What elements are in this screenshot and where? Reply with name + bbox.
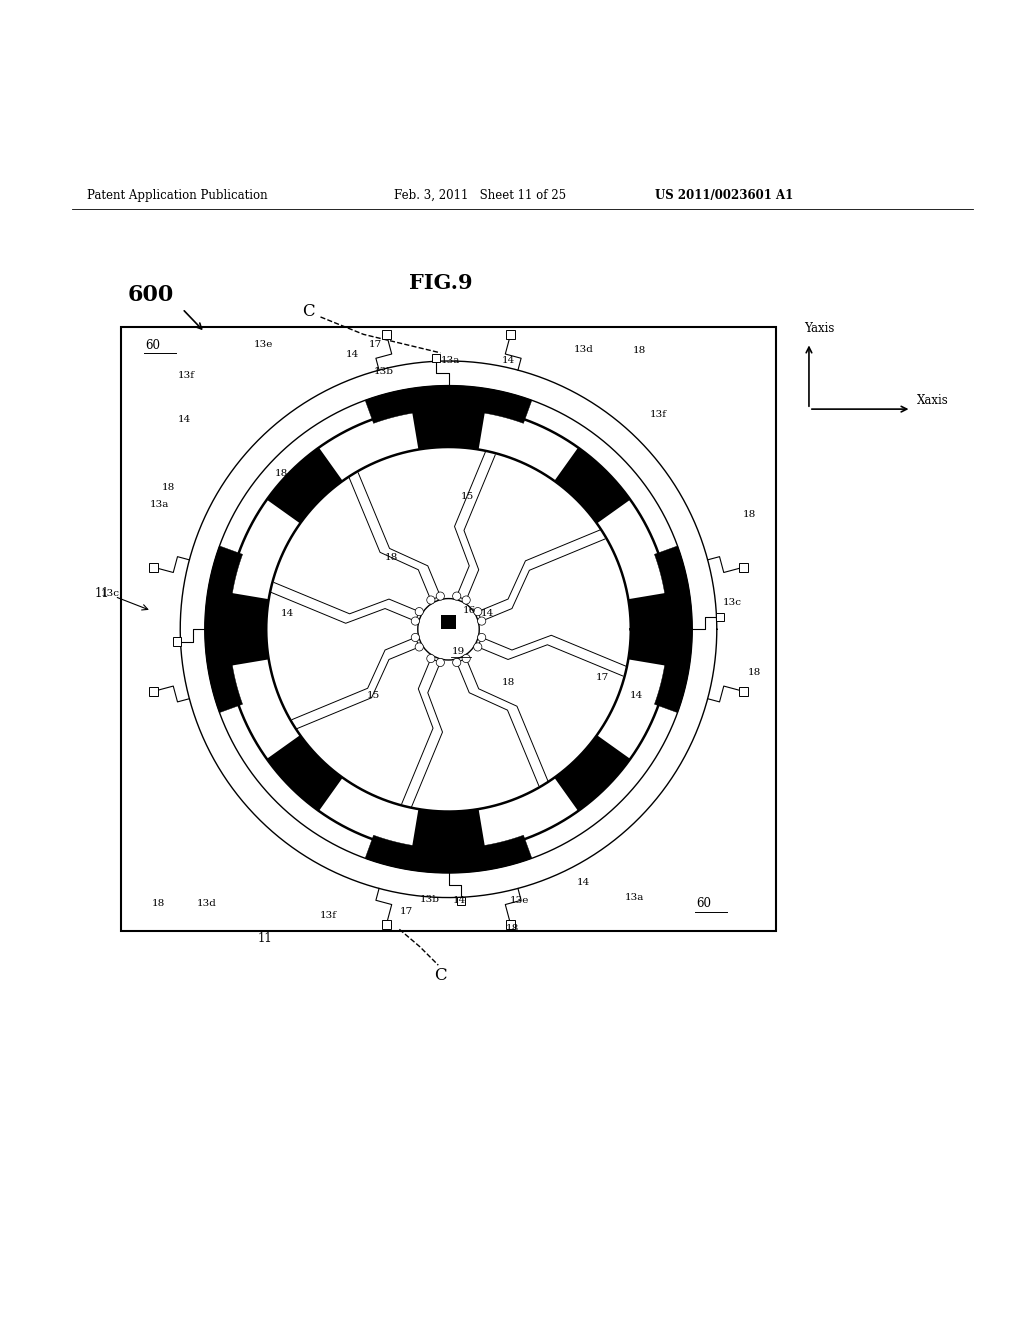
Bar — [382, 920, 391, 929]
Bar — [739, 562, 749, 572]
Bar — [148, 686, 158, 696]
Text: US 2011/0023601 A1: US 2011/0023601 A1 — [655, 189, 794, 202]
Polygon shape — [317, 775, 419, 853]
Text: 18: 18 — [152, 899, 165, 908]
Circle shape — [415, 607, 423, 615]
Text: 13e: 13e — [254, 341, 273, 348]
Polygon shape — [478, 775, 580, 853]
Text: Yaxis: Yaxis — [804, 322, 835, 335]
Circle shape — [462, 595, 470, 605]
Circle shape — [462, 655, 470, 663]
Text: 14: 14 — [346, 350, 359, 359]
Text: 13a: 13a — [150, 500, 169, 508]
Text: Patent Application Publication: Patent Application Publication — [87, 189, 267, 202]
Bar — [121, 327, 776, 932]
Circle shape — [474, 643, 482, 651]
Text: 60: 60 — [145, 339, 161, 352]
Circle shape — [412, 634, 420, 642]
Text: FIG.9: FIG.9 — [409, 273, 472, 293]
Bar — [148, 562, 158, 572]
Bar — [739, 686, 749, 696]
Text: 60: 60 — [696, 898, 712, 911]
Bar — [173, 638, 181, 645]
Bar — [382, 330, 391, 339]
Polygon shape — [594, 498, 672, 599]
Text: 14: 14 — [281, 610, 294, 618]
Text: C: C — [302, 304, 314, 321]
Text: 13d: 13d — [197, 899, 216, 908]
Text: 18: 18 — [742, 510, 756, 519]
Bar — [506, 920, 515, 929]
Circle shape — [453, 659, 461, 667]
Circle shape — [474, 607, 482, 615]
Text: 14: 14 — [630, 692, 643, 701]
Polygon shape — [225, 659, 303, 760]
Text: 600: 600 — [128, 284, 174, 306]
Text: 13c: 13c — [723, 598, 742, 607]
Polygon shape — [366, 385, 531, 424]
Text: 16: 16 — [463, 606, 476, 615]
Bar — [716, 612, 724, 622]
Bar — [441, 615, 456, 630]
Polygon shape — [594, 659, 672, 760]
Text: 17: 17 — [596, 673, 609, 682]
Text: 13b: 13b — [374, 367, 394, 376]
Polygon shape — [225, 498, 303, 599]
Bar — [432, 354, 440, 362]
Circle shape — [427, 655, 435, 663]
Text: 15: 15 — [461, 491, 474, 500]
Text: 14: 14 — [178, 414, 191, 424]
Text: 13e: 13e — [510, 896, 529, 906]
Circle shape — [477, 616, 485, 626]
Circle shape — [415, 643, 423, 651]
Text: 19: 19 — [452, 647, 465, 656]
Text: 15: 15 — [367, 692, 380, 701]
Text: 18: 18 — [162, 483, 175, 492]
Text: 17: 17 — [399, 907, 413, 916]
Text: 11: 11 — [94, 587, 109, 599]
Polygon shape — [205, 546, 243, 713]
Text: 13a: 13a — [440, 356, 460, 366]
Polygon shape — [654, 546, 692, 713]
Bar — [506, 330, 515, 339]
Text: 14: 14 — [481, 610, 495, 618]
Circle shape — [412, 616, 420, 626]
Text: 13f: 13f — [178, 371, 196, 380]
Text: 18: 18 — [385, 553, 398, 562]
Polygon shape — [317, 407, 419, 483]
Circle shape — [453, 591, 461, 601]
Text: 14: 14 — [502, 356, 515, 366]
Circle shape — [436, 659, 444, 667]
Circle shape — [477, 634, 485, 642]
Text: 18: 18 — [748, 668, 761, 677]
Text: 13b: 13b — [420, 895, 440, 904]
Text: 13c: 13c — [100, 589, 120, 598]
Text: 13d: 13d — [573, 346, 593, 354]
Text: 11: 11 — [258, 932, 272, 945]
Text: C: C — [434, 966, 446, 983]
Text: Feb. 3, 2011   Sheet 11 of 25: Feb. 3, 2011 Sheet 11 of 25 — [394, 189, 566, 202]
Circle shape — [427, 595, 435, 605]
Bar — [457, 896, 465, 904]
Text: 18: 18 — [633, 346, 646, 355]
Text: 17: 17 — [369, 341, 382, 348]
Text: 13f: 13f — [319, 912, 337, 920]
Text: 14: 14 — [453, 896, 466, 906]
Polygon shape — [478, 407, 580, 483]
Text: 18: 18 — [502, 678, 515, 686]
Text: 14: 14 — [577, 878, 590, 887]
Text: 18: 18 — [274, 469, 288, 478]
Circle shape — [418, 598, 479, 660]
Polygon shape — [366, 836, 531, 873]
Circle shape — [436, 591, 444, 601]
Text: 18: 18 — [506, 924, 519, 933]
Text: 13f: 13f — [650, 409, 668, 418]
Text: Xaxis: Xaxis — [916, 395, 948, 407]
Text: 13a: 13a — [625, 894, 644, 902]
